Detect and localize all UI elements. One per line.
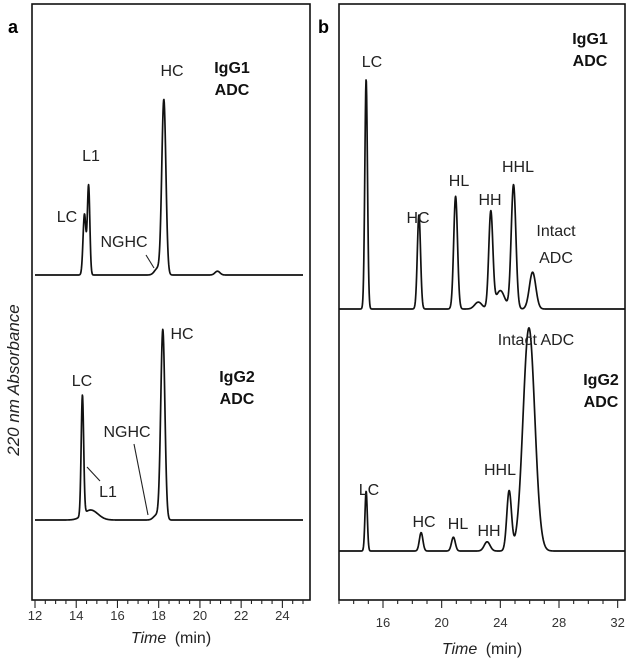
x-tick-label: 16 [110,608,124,623]
x-tick-label: 20 [434,615,448,630]
peak-label: HC [406,210,429,227]
peak-label: LC [359,482,379,499]
peak-label: NGHC [103,424,150,441]
peak-label: Intact ADC [498,332,574,349]
trace-a-igg1 [34,98,304,276]
x-axis-title-a: Time (min) [131,630,211,647]
peak-label: LC [72,373,92,390]
peak-label: HH [477,523,500,540]
x-tick-label: 18 [151,608,165,623]
series-label: ADC [215,82,250,99]
trace-a-igg2 [34,328,304,521]
peak-label: HHL [502,159,534,176]
y-axis-label: 220 nm Absorbance [4,304,23,457]
label-leader-line [145,254,155,269]
label-leader-line [133,443,149,516]
peak-label: HC [412,514,435,531]
x-axis-title-b-italic: Time [442,641,478,658]
x-tick-label: 16 [376,615,390,630]
peak-label: L1 [82,148,100,165]
peak-label: HC [160,63,183,80]
x-tick-label: 24 [275,608,289,623]
peak-label: ADC [539,250,573,267]
x-tick-label: 20 [193,608,207,623]
trace-b-igg2 [338,327,626,552]
chromatogram-traces [34,79,626,552]
series-label: IgG1 [214,60,250,77]
panel-a-frame [31,3,311,601]
peak-label: L1 [99,484,117,501]
x-axis-title-a-italic: Time [131,630,167,647]
x-axis-title-b-unit: (min) [486,641,522,658]
trace-b-igg1 [338,79,626,310]
label-leader-line [86,466,101,482]
x-tick-label: 14 [69,608,83,623]
peak-label: Intact [536,223,576,240]
peak-label: LC [57,209,77,226]
x-axis-title-a-unit: (min) [175,630,211,647]
peak-label: HL [448,516,469,533]
peak-label: HH [478,192,501,209]
series-label: IgG1 [572,31,608,48]
peak-labels: LCL1NGHCHCLCL1NGHCHCLCHCHLHHHHLIntactADC… [57,31,619,540]
x-axis-ticks: 12 14 16 18 20 22 24 16 20 24 28 32 [28,600,625,630]
series-label: IgG2 [583,372,619,389]
panel-letter-b: b [318,17,329,37]
panel-letter-a: a [8,17,19,37]
peak-label: HHL [484,462,516,479]
series-label: ADC [584,394,619,411]
x-tick-label: 28 [552,615,566,630]
x-tick-label: 12 [28,608,42,623]
series-label: ADC [573,53,608,70]
peak-label: LC [362,54,382,71]
series-label: IgG2 [219,369,255,386]
panel-b-frame [338,3,626,601]
x-tick-label: 32 [610,615,624,630]
x-tick-label: 22 [234,608,248,623]
x-axis-title-b: Time (min) [442,641,522,658]
series-label: ADC [220,391,255,408]
x-tick-label: 24 [493,615,507,630]
peak-label: NGHC [100,234,147,251]
peak-label: HC [170,326,193,343]
peak-label: HL [449,173,470,190]
